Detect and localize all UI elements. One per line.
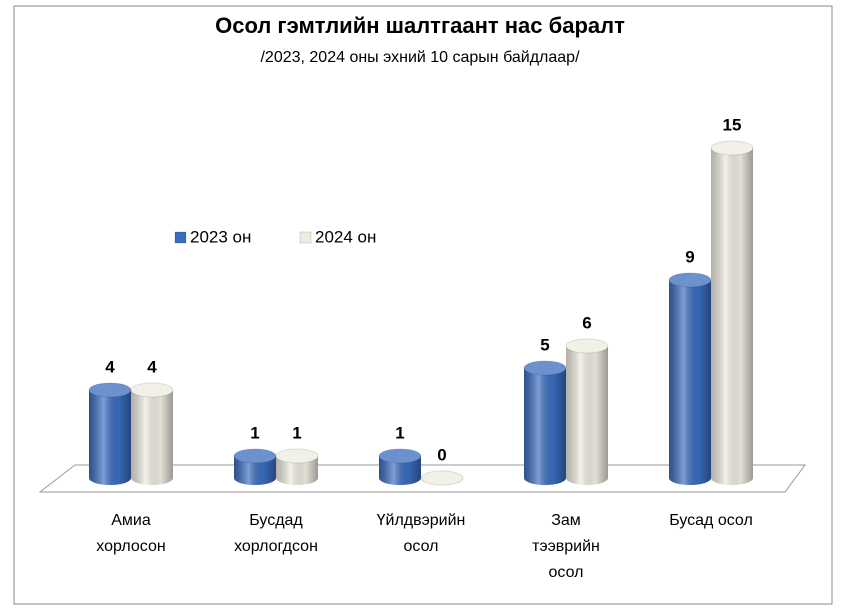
bar-shade — [711, 148, 753, 485]
data-label: 5 — [540, 335, 549, 354]
x-tick-label: Бусдад хорлогдсон — [234, 512, 318, 555]
data-label: 4 — [105, 357, 115, 376]
bar-top-light — [711, 141, 753, 155]
data-label: 1 — [292, 423, 301, 442]
x-tick-label: Үйлдвэрийн осол — [376, 512, 466, 555]
bar-top-light — [566, 339, 608, 353]
bar-shade — [234, 456, 276, 485]
bar — [523, 360, 567, 485]
x-tick-label: Бусад осол — [669, 512, 753, 529]
bar-shade — [379, 456, 421, 485]
chart-subtitle: /2023, 2024 оны эхний 10 сарын байдлаар/ — [260, 49, 580, 66]
x-tick-label: Амиа хорлосон — [96, 512, 166, 555]
bar — [710, 140, 754, 485]
bar-top-light — [276, 449, 318, 463]
bar-top — [275, 448, 319, 464]
bar-top — [378, 448, 422, 464]
data-label: 1 — [395, 423, 404, 442]
bar — [233, 448, 277, 485]
bar-top-light — [131, 383, 173, 397]
bar-top — [420, 470, 464, 486]
bar-shade — [131, 390, 173, 485]
bar-shade — [524, 368, 566, 485]
x-tick-label: Зам тээврийн осол — [532, 512, 600, 581]
data-label: 15 — [723, 115, 742, 134]
bar-shade — [89, 390, 131, 485]
chart-title: Осол гэмтлийн шалтгаант нас баралт — [215, 13, 625, 38]
bar-top-light — [234, 449, 276, 463]
data-label: 0 — [437, 445, 446, 464]
legend-label: 2023 он — [190, 227, 251, 246]
bar-top — [565, 338, 609, 354]
data-label: 9 — [685, 247, 694, 266]
bar — [420, 470, 464, 486]
legend-swatch — [174, 231, 187, 244]
bar-top-light — [379, 449, 421, 463]
legend-swatch — [299, 231, 312, 244]
bar-top-light — [669, 273, 711, 287]
bar — [88, 382, 132, 485]
bar — [275, 448, 319, 485]
bar-top-light — [524, 361, 566, 375]
data-label: 4 — [147, 357, 157, 376]
bar — [565, 338, 609, 485]
bar-shade — [276, 456, 318, 485]
legend-label: 2024 он — [315, 227, 376, 246]
bar — [378, 448, 422, 485]
data-label: 6 — [582, 313, 591, 332]
bar — [130, 382, 174, 485]
bar-top — [710, 140, 754, 156]
bar-shade — [566, 346, 608, 485]
bar-top-light — [421, 471, 463, 485]
bar-top — [130, 382, 174, 398]
bar — [668, 272, 712, 485]
bar-shade — [669, 280, 711, 485]
bar-top-light — [89, 383, 131, 397]
data-label: 1 — [250, 423, 259, 442]
